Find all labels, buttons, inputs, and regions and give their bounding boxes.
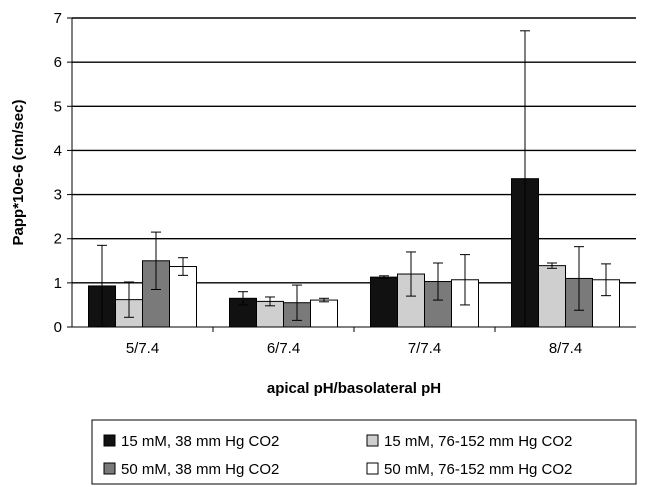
bar-8-7-4-series-2 xyxy=(538,265,566,328)
legend-swatch-2 xyxy=(366,434,379,447)
y-tick-label-7: 7 xyxy=(54,10,62,27)
y-tick-label-0: 0 xyxy=(54,319,62,336)
legend-swatch-4 xyxy=(366,462,379,475)
legend-box xyxy=(91,419,637,485)
x-tick-label-7-7-4: 7/7.4 xyxy=(408,340,441,357)
gridlines xyxy=(72,17,636,284)
bar-7-7-4-series-1 xyxy=(370,276,398,328)
legend-label-4: 50 mM, 76-152 mm Hg CO2 xyxy=(384,461,572,478)
bar-5-7-4-series-4 xyxy=(169,266,197,328)
x-tick-label-5-7-4: 5/7.4 xyxy=(126,340,159,357)
y-tick-label-4: 4 xyxy=(54,142,62,159)
tick-labels: 0 1 2 3 4 5 6 7 5/7.4 6/7.4 7/7.4 8/7.4 xyxy=(54,10,583,357)
x-tick-label-8-7-4: 8/7.4 xyxy=(549,340,582,357)
bars xyxy=(88,30,620,328)
x-tick-label-6-7-4: 6/7.4 xyxy=(267,340,300,357)
legend-swatch-1 xyxy=(103,434,116,447)
legend-label-2: 15 mM, 76-152 mm Hg CO2 xyxy=(384,433,572,450)
x-axis-title: apical pH/basolateral pH xyxy=(267,380,441,397)
y-tick-label-5: 5 xyxy=(54,98,62,115)
y-tick-label-1: 1 xyxy=(54,275,62,292)
legend-label-1: 15 mM, 38 mm Hg CO2 xyxy=(121,433,279,450)
y-tick-label-6: 6 xyxy=(54,54,62,71)
bar-6-7-4-series-4 xyxy=(310,299,338,328)
legend-swatch-3 xyxy=(103,462,116,475)
y-tick-label-3: 3 xyxy=(54,187,62,204)
legend-label-3: 50 mM, 38 mm Hg CO2 xyxy=(121,461,279,478)
y-axis-title: Papp*10e-6 (cm/sec) xyxy=(10,100,27,246)
legend: 15 mM, 38 mm Hg CO2 15 mM, 76-152 mm Hg C… xyxy=(91,419,637,485)
y-tick-label-2: 2 xyxy=(54,231,62,248)
